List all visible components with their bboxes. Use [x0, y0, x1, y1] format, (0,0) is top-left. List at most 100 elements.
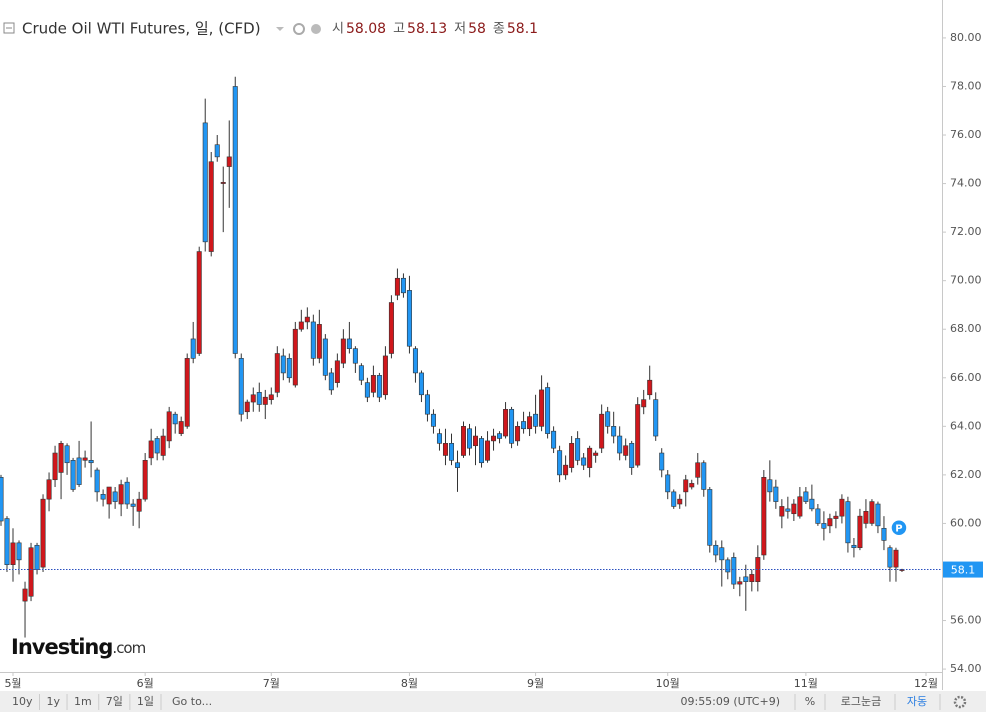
marker-label[interactable]: P	[895, 524, 902, 535]
range-button[interactable]: 1y	[47, 695, 61, 708]
candle-body	[797, 496, 803, 517]
candle-body	[821, 523, 827, 529]
candle-body	[322, 338, 328, 376]
last-price-label: 58.1	[951, 564, 976, 577]
collapse-toggle[interactable]	[3, 22, 15, 34]
candle-body	[274, 353, 280, 393]
candle-body	[509, 409, 515, 444]
candle-body	[587, 447, 593, 468]
range-button[interactable]: 7일	[106, 694, 123, 708]
candle-body	[418, 372, 424, 396]
candle-body	[76, 457, 82, 485]
candle-body	[28, 547, 34, 597]
x-tick-label: 7월	[263, 677, 280, 690]
y-tick-label: 66.00	[950, 371, 982, 384]
candle-body	[310, 321, 316, 359]
candle-body	[292, 328, 298, 386]
candle-body	[677, 498, 683, 505]
candle-body	[406, 290, 412, 347]
candle-body	[400, 277, 406, 294]
ohlc-value: 58.08	[346, 21, 386, 37]
candle-body	[521, 421, 527, 430]
candle-body	[334, 360, 340, 383]
candle-body	[346, 338, 352, 349]
candle-body	[130, 503, 136, 507]
candle-body	[328, 372, 334, 391]
y-tick-label: 74.00	[950, 177, 982, 190]
candle-body	[190, 338, 196, 359]
candle-body	[467, 428, 473, 449]
candle-body	[851, 544, 857, 549]
visibility-icon[interactable]	[293, 23, 305, 35]
candle-body	[100, 494, 106, 500]
candle-body	[749, 574, 755, 582]
x-tick-label: 10월	[656, 677, 680, 690]
candle-body	[833, 515, 839, 519]
logo-suffix: .com	[112, 639, 145, 657]
candle-body	[70, 460, 76, 490]
candle-body	[575, 438, 581, 461]
candle-body	[376, 375, 382, 398]
candle-body	[491, 435, 497, 442]
candle-body	[875, 503, 881, 527]
candle-body	[815, 508, 821, 524]
candle-body	[845, 501, 851, 544]
ohlc-value: 58	[468, 21, 486, 37]
candle-body	[647, 379, 653, 396]
candle-body	[196, 251, 202, 354]
candle-body	[653, 399, 659, 437]
range-button[interactable]: 10y	[12, 695, 33, 708]
marker-badge[interactable]	[890, 518, 908, 537]
candle-body	[665, 474, 671, 493]
candle-body	[448, 443, 454, 461]
candle-body	[202, 122, 208, 243]
range-button[interactable]: 1m	[74, 695, 92, 708]
y-tick-label: 78.00	[950, 79, 982, 92]
candle-body	[0, 477, 4, 522]
percent-toggle[interactable]: %	[805, 695, 815, 708]
y-tick-label: 56.00	[950, 614, 982, 627]
dropdown-arrow[interactable]	[276, 27, 284, 31]
candle-body	[250, 394, 256, 403]
x-tick-label: 6월	[137, 677, 154, 690]
candle-body	[737, 581, 743, 585]
candle-body	[695, 462, 701, 478]
chart-title: Crude Oil WTI Futures, 일, (CFD)	[22, 20, 261, 38]
range-button[interactable]: 1일	[137, 694, 154, 708]
candle-body	[683, 479, 689, 493]
candle-body	[58, 443, 64, 473]
goto-button[interactable]: Go to...	[172, 695, 212, 708]
candle-body	[16, 542, 22, 561]
candle-body	[166, 411, 172, 442]
candle-body	[64, 445, 70, 464]
candle-body	[10, 542, 16, 566]
candle-body	[581, 457, 587, 466]
log-toggle[interactable]: 로그눈금	[841, 695, 881, 708]
candle-body	[52, 452, 58, 481]
candle-body	[124, 481, 130, 505]
candle-body	[725, 559, 731, 573]
x-tick-label: 9월	[527, 677, 544, 690]
candle-body	[148, 440, 154, 459]
candle-body	[316, 324, 322, 359]
candle-body	[773, 486, 779, 502]
candle-body	[569, 443, 575, 468]
candle-body	[659, 452, 665, 471]
candle-body	[460, 426, 466, 456]
candle-body	[671, 491, 677, 507]
candle-body	[220, 182, 226, 184]
candle-body	[767, 479, 773, 493]
x-tick-label: 12월	[914, 677, 938, 690]
gear-icon[interactable]	[953, 695, 967, 709]
candle-body	[593, 452, 599, 456]
candle-body	[304, 316, 310, 323]
candle-body	[881, 527, 887, 541]
candle-body	[370, 375, 376, 393]
auto-toggle[interactable]: 자동	[907, 695, 927, 708]
candle-body	[40, 498, 46, 568]
ohlc-value: 58.13	[407, 21, 447, 37]
y-tick-label: 54.00	[950, 662, 982, 675]
ohlc-key: 저	[454, 22, 466, 37]
settings-icon[interactable]	[311, 24, 321, 34]
